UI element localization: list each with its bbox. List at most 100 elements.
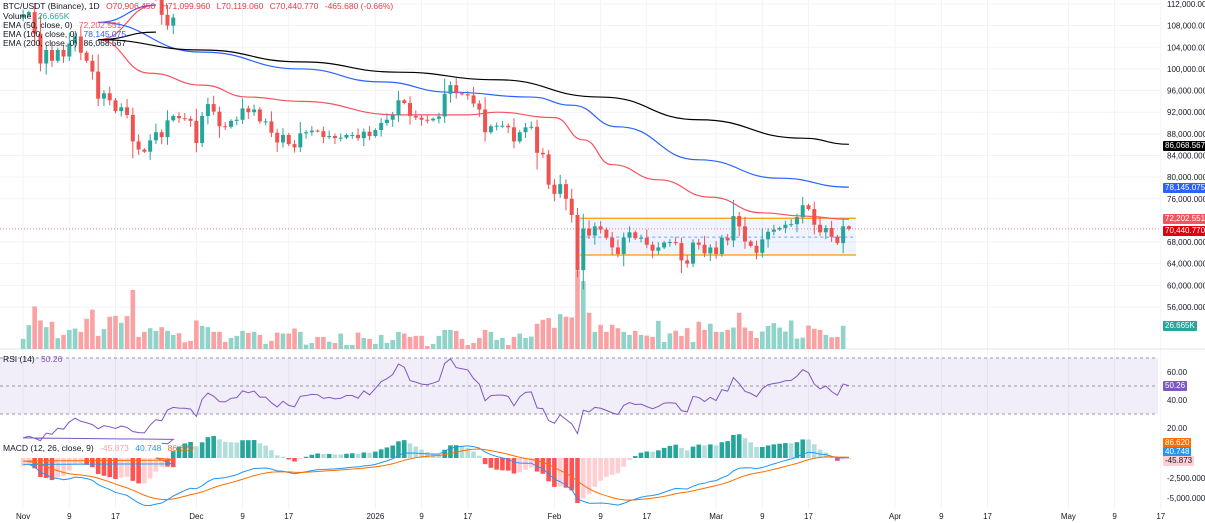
volume-bar: [713, 331, 719, 349]
volume-bar: [488, 331, 494, 349]
candle-body: [113, 100, 118, 112]
volume-bar: [124, 316, 130, 349]
candle-body: [823, 227, 828, 233]
candle-body: [171, 17, 176, 26]
volume-bar: [84, 318, 89, 349]
macd-histogram-bar: [840, 458, 846, 460]
price-tick-label: 92,000.000: [1167, 108, 1205, 117]
candle-body: [558, 184, 563, 194]
x-tick-label: 17: [284, 512, 293, 521]
macd-histogram-bar: [136, 458, 141, 484]
volume-bar: [292, 328, 297, 349]
candle-body: [506, 125, 511, 128]
candle-body: [32, 12, 37, 34]
volume-bar: [170, 334, 176, 349]
macd-histogram-bar: [471, 451, 476, 458]
x-tick-label: 9: [419, 512, 424, 521]
volume-bar: [373, 343, 378, 349]
volume-bar: [326, 341, 332, 349]
volume-bar: [829, 337, 834, 349]
macd-histogram-bar: [708, 444, 713, 458]
candle-body: [165, 120, 170, 138]
macd-histogram-bar: [401, 440, 407, 458]
volume-bar: [661, 341, 667, 349]
macd-histogram-bar: [477, 455, 482, 458]
volume-bar: [696, 321, 702, 349]
candle-body: [494, 125, 499, 127]
candle-body: [304, 132, 309, 134]
candle-body: [615, 247, 620, 254]
volume-bar: [269, 340, 274, 349]
x-tick-label: 17: [642, 512, 651, 521]
macd-histogram-bar: [540, 458, 546, 474]
macd-histogram-bar: [20, 458, 26, 467]
volume-bar: [638, 334, 644, 349]
volume-bar: [684, 328, 690, 349]
price-tick-label: 112,000.000: [1167, 0, 1205, 9]
candle-body: [587, 228, 592, 236]
candle-body: [800, 205, 805, 218]
candle-body: [96, 71, 101, 99]
x-tick-label: Mar: [709, 512, 723, 521]
macd-histogram-bar: [257, 443, 263, 458]
candle-body: [725, 237, 730, 241]
macd-histogram-bar: [656, 450, 661, 458]
macd-histogram-bar: [592, 458, 598, 487]
ohlc-low: L70,119.060: [216, 1, 264, 11]
candle-body: [731, 216, 736, 241]
candle-body: [367, 131, 372, 137]
macd-histogram-bar: [534, 458, 540, 472]
volume-bars: [20, 270, 846, 349]
ema100-legend[interactable]: EMA (100, close, 0) 78,145.075: [3, 30, 130, 39]
macd-histogram-bar: [609, 458, 615, 475]
candle-body: [714, 247, 719, 254]
volume-bar: [621, 331, 626, 349]
symbol-title[interactable]: BTC/USDT (Binance), 1D: [3, 1, 100, 11]
candle-body: [517, 132, 522, 142]
x-tick-label: 17: [111, 512, 120, 521]
volume-bar: [615, 328, 621, 349]
price-tick-label: 80,000.000: [1167, 173, 1205, 182]
macd-histogram-bar: [650, 451, 655, 458]
macd-legend[interactable]: MACD (12, 26, close, 9) -45.873 40.748 8…: [3, 444, 198, 453]
ema50-legend[interactable]: EMA (50, close, 0) 72,202.551: [3, 21, 125, 30]
ema200-line: [98, 31, 849, 145]
price-tick-label: 104,000.000: [1167, 43, 1205, 52]
volume-bar: [165, 330, 170, 349]
macd-histogram-bar: [165, 458, 170, 459]
volume-bar: [471, 343, 476, 349]
candle-body: [246, 108, 251, 113]
volume-bar: [147, 328, 153, 349]
x-tick-label: 17: [983, 512, 992, 521]
volume-bar: [731, 327, 736, 349]
macd-histogram-bar: [754, 447, 759, 458]
macd-histogram-bar: [465, 447, 471, 458]
candle-body: [384, 119, 389, 124]
macd-histogram-bar: [309, 454, 315, 458]
candle-body: [431, 118, 436, 121]
macd-signal-line: [23, 448, 849, 501]
volume-legend[interactable]: Volume 26.665K: [3, 12, 73, 21]
macd-histogram-bar: [442, 449, 447, 458]
ema200-legend[interactable]: EMA (200, close, 0) 86,068.567: [3, 39, 130, 48]
candle-body: [252, 109, 257, 113]
volume-bar: [107, 316, 113, 349]
axes: Nov 9 17 Dec 9 17 2026 9 17 Feb 9 17 Mar 9 17 Apr 9 17 May…: [16, 0, 1205, 521]
volume-bar: [644, 335, 650, 349]
candle-body: [569, 198, 574, 215]
candle-body: [240, 108, 245, 120]
volume-bar: [690, 341, 696, 349]
macd-histogram-bar: [384, 447, 390, 458]
candle-body: [766, 231, 771, 240]
volume-bar: [754, 337, 759, 349]
range-box[interactable]: [580, 217, 856, 256]
x-tick-label: 9: [240, 512, 245, 521]
rsi-legend[interactable]: RSI (14) 50.26: [3, 355, 66, 364]
macd-histogram-bar: [835, 458, 840, 461]
macd-histogram-bar: [38, 458, 43, 477]
macd-histogram-bar: [205, 437, 211, 458]
macd-histogram-bar: [673, 444, 678, 458]
rsi-line: [22, 358, 850, 445]
volume-bar: [459, 338, 465, 349]
